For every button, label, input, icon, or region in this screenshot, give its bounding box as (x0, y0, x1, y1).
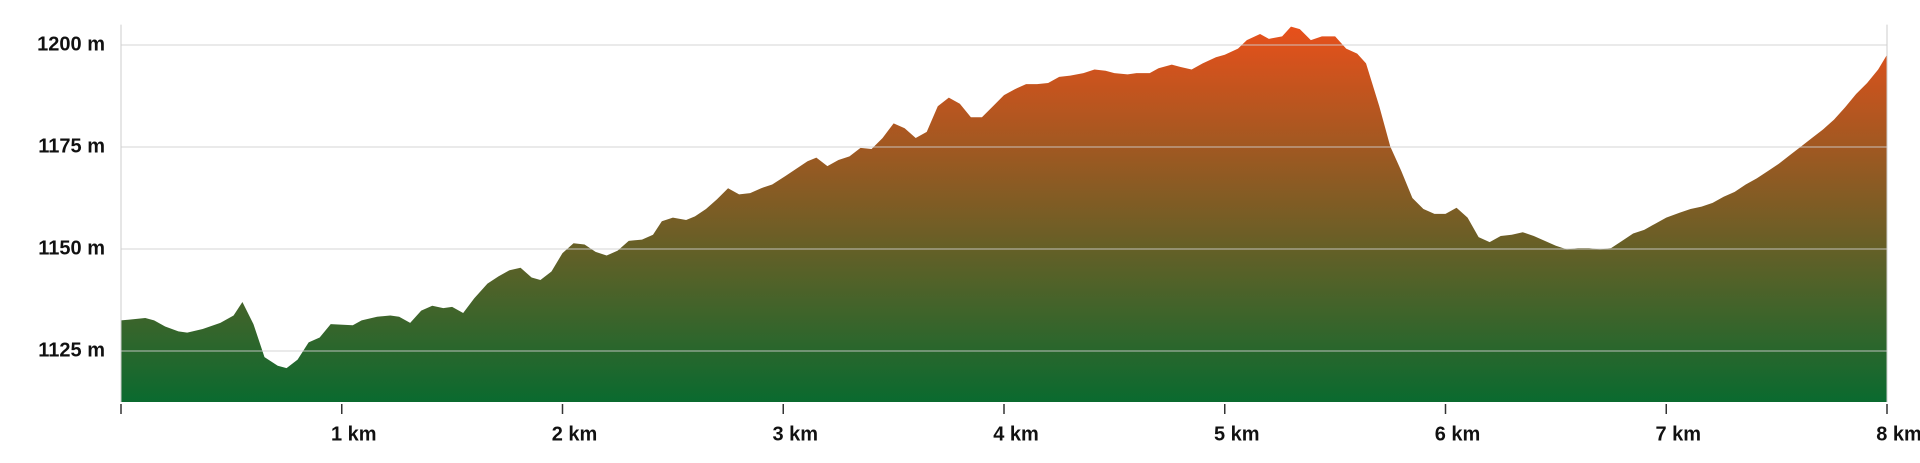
y-tick-label: 1125 m (38, 339, 105, 361)
x-tick-label: 8 km (1876, 423, 1920, 445)
y-tick-label: 1175 m (38, 135, 105, 157)
x-tick-label: 1 km (331, 423, 377, 445)
x-tick-label: 6 km (1435, 423, 1481, 445)
y-tick-label: 1200 m (37, 33, 105, 55)
elevation-area (121, 26, 1887, 402)
x-tick-label: 2 km (552, 423, 598, 445)
x-tick-label: 4 km (993, 423, 1039, 445)
x-tick-label: 5 km (1214, 423, 1260, 445)
y-tick-label: 1150 m (38, 237, 105, 259)
x-tick-label: 3 km (772, 423, 818, 445)
x-tick-label: 7 km (1655, 423, 1701, 445)
